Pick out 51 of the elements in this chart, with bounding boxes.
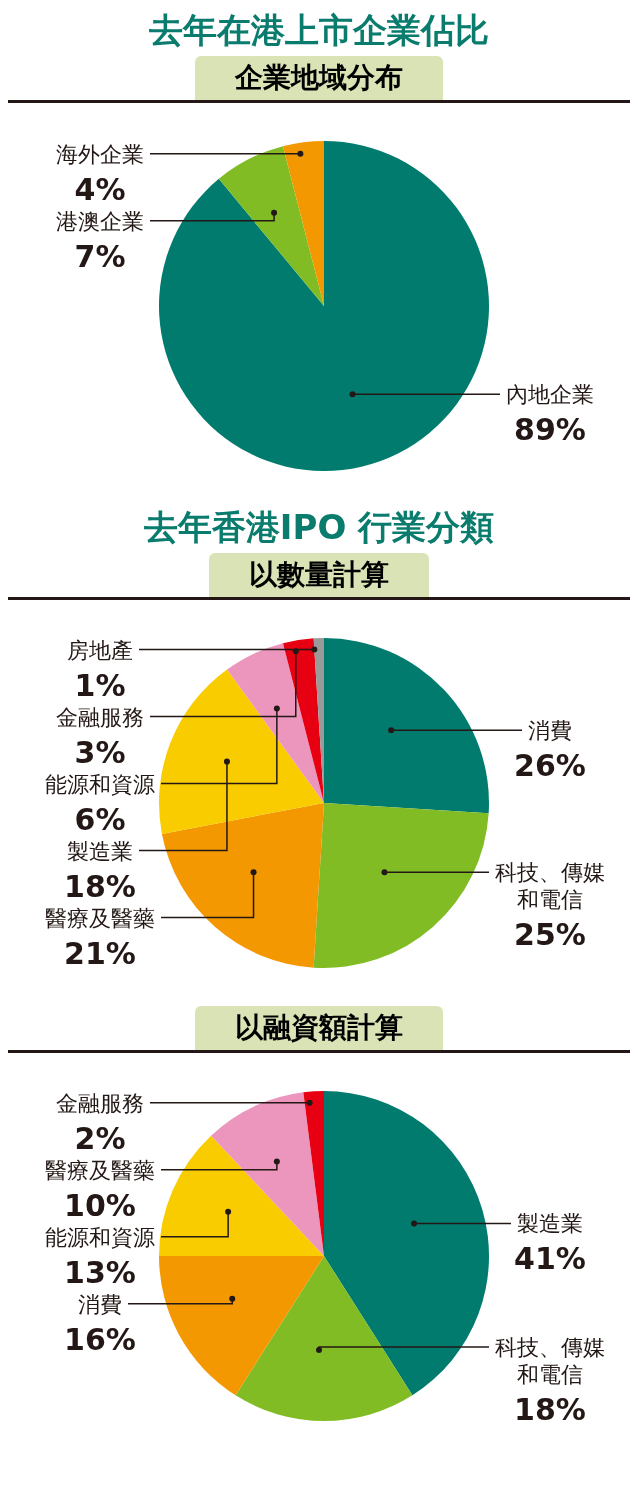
slice-label: 醫療及醫藥 bbox=[45, 1157, 155, 1183]
chart-title: 去年香港IPO 行業分類 bbox=[142, 506, 496, 549]
slice-label: 製造業 bbox=[517, 1211, 583, 1237]
data-label: 10% bbox=[64, 1187, 136, 1223]
data-label: 3% bbox=[74, 734, 126, 770]
data-label: 25% bbox=[514, 917, 586, 953]
data-label: 1% bbox=[74, 667, 126, 703]
pie-slice bbox=[159, 1256, 324, 1396]
data-label: 6% bbox=[74, 801, 126, 837]
pie-slice bbox=[227, 643, 324, 803]
pie-slice bbox=[282, 141, 324, 306]
chart-subtitle: 以融資額計算 bbox=[195, 1006, 443, 1050]
pie-slice bbox=[159, 669, 324, 834]
slice-label: 能源和資源 bbox=[45, 771, 155, 797]
pie-slice bbox=[161, 803, 324, 968]
pie-slice bbox=[235, 1256, 413, 1421]
slice-label: 港澳企業 bbox=[56, 208, 144, 234]
data-label: 18% bbox=[514, 1392, 586, 1427]
slice-label: 科技、傳媒和電信 bbox=[495, 860, 605, 913]
slice-label: 科技、傳媒和電信 bbox=[495, 1335, 605, 1387]
chart-subtitle: 以數量計算 bbox=[209, 553, 429, 597]
slice-label: 能源和資源 bbox=[45, 1224, 155, 1250]
slice-label: 金融服務 bbox=[56, 704, 144, 730]
data-label: 2% bbox=[74, 1120, 126, 1156]
slice-label: 海外企業 bbox=[56, 141, 144, 167]
data-label: 7% bbox=[74, 238, 126, 274]
chart-subtitle: 企業地域分布 bbox=[195, 56, 443, 100]
slice-label: 消費 bbox=[528, 718, 572, 744]
slice-label: 房地產 bbox=[67, 637, 133, 663]
pie-slice bbox=[324, 1091, 489, 1396]
slice-label: 金融服務 bbox=[56, 1090, 144, 1116]
pie-slice bbox=[211, 1092, 324, 1256]
pie-slice bbox=[159, 1135, 324, 1256]
data-label: 13% bbox=[64, 1254, 136, 1290]
data-label: 18% bbox=[64, 868, 136, 904]
chart-title: 去年在港上市企業佔比 bbox=[148, 9, 490, 52]
pie-slice bbox=[282, 638, 324, 803]
slice-label: 消費 bbox=[78, 1291, 122, 1317]
data-label: 16% bbox=[64, 1321, 136, 1357]
pie-slice bbox=[324, 638, 489, 814]
slice-label: 醫療及醫藥 bbox=[45, 905, 155, 931]
pie-slice bbox=[159, 141, 489, 471]
pie-slice bbox=[218, 146, 324, 306]
data-label: 89% bbox=[514, 412, 586, 448]
slice-label: 製造業 bbox=[67, 838, 133, 864]
data-label: 41% bbox=[514, 1241, 586, 1277]
slice-label: 內地企業 bbox=[506, 382, 594, 408]
data-label: 4% bbox=[74, 171, 126, 207]
pie-slice bbox=[313, 803, 489, 968]
data-label: 26% bbox=[514, 748, 586, 784]
data-label: 21% bbox=[64, 935, 136, 971]
